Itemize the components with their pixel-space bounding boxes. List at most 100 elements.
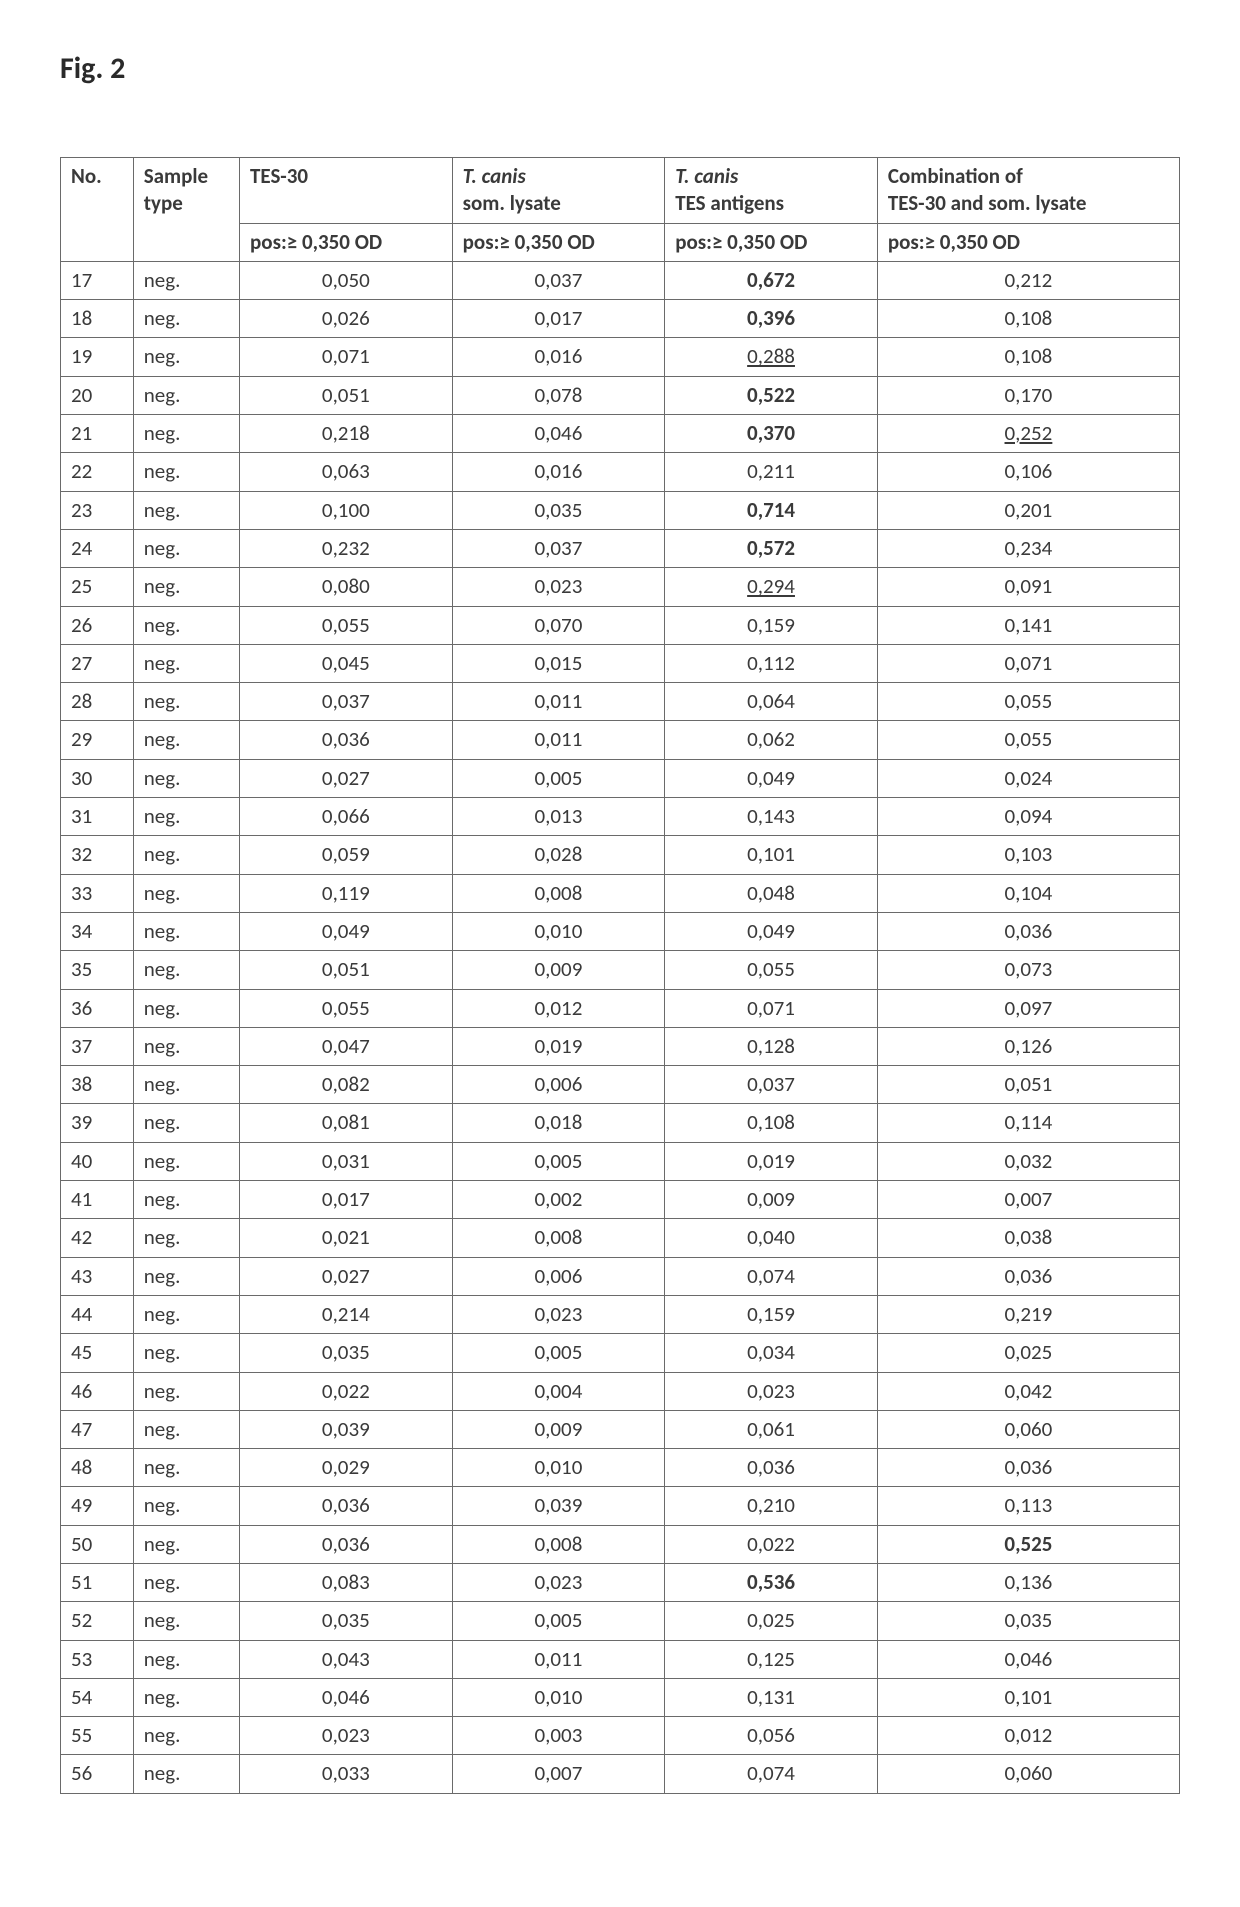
cell-sample-type: neg. <box>133 1104 239 1142</box>
cell-value: 0,143 <box>747 803 795 829</box>
table-row: 51neg.0,0830,0230,5360,136 <box>61 1563 1180 1601</box>
cell-value: 0,023 <box>535 1569 583 1595</box>
table-row: 40neg.0,0310,0050,0190,032 <box>61 1142 1180 1180</box>
cell-data-2: 0,011 <box>452 1640 665 1678</box>
cell-data-3: 0,159 <box>665 606 878 644</box>
cell-data-4: 0,051 <box>877 1066 1179 1104</box>
cell-data-1: 0,045 <box>240 644 453 682</box>
cell-data-1: 0,055 <box>240 606 453 644</box>
cell-data-4: 0,103 <box>877 836 1179 874</box>
cell-value: 0,036 <box>1005 1263 1053 1289</box>
cell-value: 0,012 <box>1005 1722 1053 1748</box>
cell-value: 0,048 <box>747 880 795 906</box>
cell-value: 0,074 <box>747 1263 795 1289</box>
table-row: 49neg.0,0360,0390,2100,113 <box>61 1487 1180 1525</box>
cell-data-3: 0,049 <box>665 912 878 950</box>
cell-no: 43 <box>61 1257 134 1295</box>
cell-value: 0,136 <box>1005 1569 1053 1595</box>
cell-value: 0,036 <box>747 1454 795 1480</box>
cell-value: 0,232 <box>322 535 370 561</box>
cell-data-3: 0,672 <box>665 261 878 299</box>
cell-data-1: 0,026 <box>240 300 453 338</box>
cell-value: 0,218 <box>322 420 370 446</box>
cell-value: 0,108 <box>747 1109 795 1135</box>
cell-data-4: 0,212 <box>877 261 1179 299</box>
cell-sample-type: neg. <box>133 683 239 721</box>
cell-sample-type: neg. <box>133 1755 239 1793</box>
cell-value: 0,536 <box>747 1569 795 1595</box>
cell-no: 19 <box>61 338 134 376</box>
cell-value: 0,026 <box>322 305 370 331</box>
cell-data-2: 0,016 <box>452 453 665 491</box>
cell-data-2: 0,017 <box>452 300 665 338</box>
cell-value: 0,010 <box>535 918 583 944</box>
cell-value: 0,011 <box>535 1646 583 1672</box>
cell-value: 0,074 <box>747 1760 795 1786</box>
cell-data-1: 0,036 <box>240 1487 453 1525</box>
cell-data-4: 0,108 <box>877 300 1179 338</box>
cell-data-2: 0,003 <box>452 1717 665 1755</box>
cell-value: 0,522 <box>747 382 795 408</box>
cell-value: 0,046 <box>322 1684 370 1710</box>
cell-sample-type: neg. <box>133 1181 239 1219</box>
cell-value: 0,108 <box>1005 305 1053 331</box>
table-row: 45neg.0,0350,0050,0340,025 <box>61 1334 1180 1372</box>
cell-value: 0,036 <box>322 726 370 752</box>
cell-value: 0,672 <box>747 267 795 293</box>
cell-data-1: 0,029 <box>240 1449 453 1487</box>
table-row: 53neg.0,0430,0110,1250,046 <box>61 1640 1180 1678</box>
cell-value: 0,091 <box>1005 573 1053 599</box>
cell-value: 0,210 <box>747 1492 795 1518</box>
cell-value: 0,396 <box>747 305 795 331</box>
cell-value: 0,038 <box>1005 1224 1053 1250</box>
cell-value: 0,071 <box>322 343 370 369</box>
col-tes-antigens-header: T. canis TES antigens <box>665 158 878 224</box>
cell-data-4: 0,032 <box>877 1142 1179 1180</box>
cell-sample-type: neg. <box>133 453 239 491</box>
cell-data-3: 0,211 <box>665 453 878 491</box>
cell-data-3: 0,048 <box>665 874 878 912</box>
table-row: 50neg.0,0360,0080,0220,525 <box>61 1525 1180 1563</box>
table-header: No. Sample type TES-30 T. canis som. lys… <box>61 158 1180 262</box>
cell-value: 0,023 <box>747 1378 795 1404</box>
cell-data-2: 0,046 <box>452 415 665 453</box>
cell-data-2: 0,008 <box>452 1219 665 1257</box>
cell-data-3: 0,022 <box>665 1525 878 1563</box>
cell-value: 0,101 <box>1005 1684 1053 1710</box>
cell-data-4: 0,106 <box>877 453 1179 491</box>
table-row: 56neg.0,0330,0070,0740,060 <box>61 1755 1180 1793</box>
cell-value: 0,214 <box>322 1301 370 1327</box>
cell-data-2: 0,012 <box>452 989 665 1027</box>
cell-value: 0,094 <box>1005 803 1053 829</box>
cell-data-1: 0,100 <box>240 491 453 529</box>
cell-data-4: 0,094 <box>877 798 1179 836</box>
cell-data-2: 0,002 <box>452 1181 665 1219</box>
cell-value: 0,022 <box>747 1531 795 1557</box>
cell-value: 0,056 <box>747 1722 795 1748</box>
cell-data-2: 0,009 <box>452 1410 665 1448</box>
table-row: 41neg.0,0170,0020,0090,007 <box>61 1181 1180 1219</box>
cell-no: 25 <box>61 568 134 606</box>
cell-data-2: 0,037 <box>452 529 665 567</box>
cell-data-4: 0,114 <box>877 1104 1179 1142</box>
cell-value: 0,071 <box>1005 650 1053 676</box>
cell-data-1: 0,214 <box>240 1295 453 1333</box>
cell-no: 29 <box>61 721 134 759</box>
cell-data-1: 0,050 <box>240 261 453 299</box>
table-row: 35neg.0,0510,0090,0550,073 <box>61 951 1180 989</box>
cell-data-1: 0,027 <box>240 759 453 797</box>
cell-data-1: 0,027 <box>240 1257 453 1295</box>
cell-data-2: 0,028 <box>452 836 665 874</box>
cell-data-3: 0,714 <box>665 491 878 529</box>
cell-data-2: 0,039 <box>452 1487 665 1525</box>
cell-value: 0,055 <box>747 956 795 982</box>
cell-value: 0,015 <box>535 650 583 676</box>
cell-sample-type: neg. <box>133 798 239 836</box>
cell-value: 0,010 <box>535 1454 583 1480</box>
cell-data-4: 0,219 <box>877 1295 1179 1333</box>
cell-data-2: 0,005 <box>452 1334 665 1372</box>
table-row: 36neg.0,0550,0120,0710,097 <box>61 989 1180 1027</box>
cell-value: 0,081 <box>322 1109 370 1135</box>
cell-value: 0,126 <box>1005 1033 1053 1059</box>
cell-data-1: 0,037 <box>240 683 453 721</box>
